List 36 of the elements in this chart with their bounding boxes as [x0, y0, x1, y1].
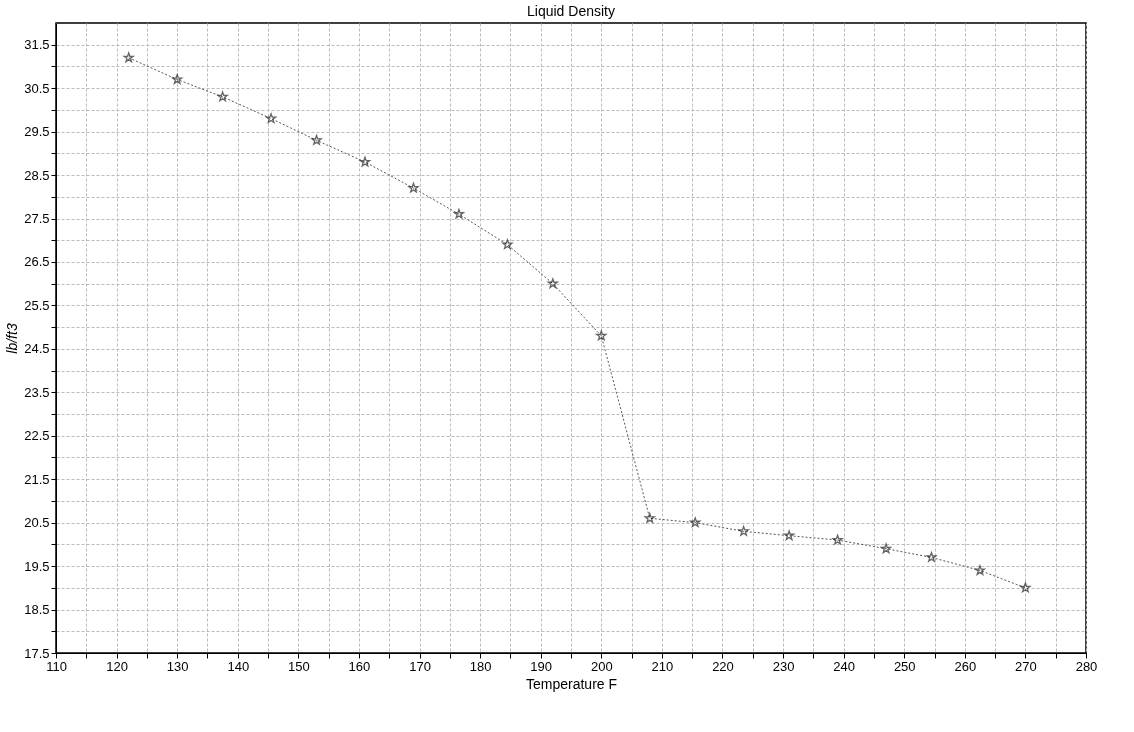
y-tick-label: 23.5	[24, 384, 50, 400]
y-tick-label: 18.5	[24, 602, 50, 618]
x-tick-label: 200	[590, 658, 613, 674]
y-tick-label: 20.5	[24, 515, 50, 531]
y-tick-label: 21.5	[24, 471, 50, 487]
x-tick-label: 270	[1015, 658, 1037, 674]
x-tick-label: 210	[651, 658, 674, 674]
y-tick-label: 27.5	[24, 211, 50, 227]
y-tick-label: 26.5	[24, 254, 50, 270]
y-tick-label: 17.5	[24, 645, 50, 661]
x-tick-label: 190	[530, 658, 553, 674]
y-tick-label: 29.5	[24, 124, 50, 140]
x-tick-label: 150	[288, 658, 310, 674]
chart-title: Liquid Density	[527, 3, 615, 19]
y-tick-label: 19.5	[24, 558, 50, 574]
x-tick-label: 140	[227, 658, 250, 674]
x-tick-label: 120	[106, 658, 128, 674]
y-tick-label: 24.5	[24, 341, 50, 357]
y-tick-label: 28.5	[24, 167, 50, 183]
y-axis-title: lb/ft3	[4, 323, 21, 354]
x-tick-label: 110	[46, 658, 67, 674]
y-tick-label: 30.5	[24, 80, 50, 96]
x-tick-label: 160	[348, 658, 371, 674]
x-tick-label: 240	[833, 658, 855, 674]
x-tick-label: 220	[712, 658, 734, 674]
x-tick-label: 280	[1075, 658, 1098, 674]
x-tick-label: 170	[409, 658, 431, 674]
x-tick-label: 250	[893, 658, 916, 674]
x-tick-label: 260	[954, 658, 977, 674]
y-tick-label: 31.5	[24, 37, 50, 53]
x-tick-label: 130	[166, 658, 189, 674]
y-tick-label: 25.5	[24, 297, 50, 313]
x-tick-label: 180	[469, 658, 492, 674]
x-axis-title: Temperature F	[525, 675, 618, 692]
x-tick-label: 230	[772, 658, 795, 674]
y-tick-label: 22.5	[24, 428, 50, 444]
